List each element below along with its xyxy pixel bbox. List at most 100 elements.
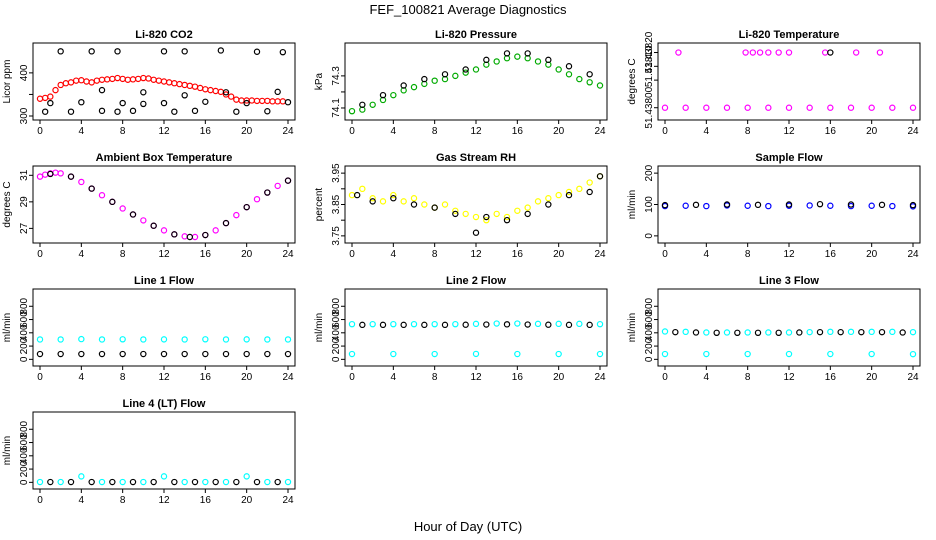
data-point xyxy=(410,201,418,208)
data-point xyxy=(909,328,917,336)
x-tick-label: 12 xyxy=(470,249,482,260)
data-point xyxy=(816,328,824,336)
x-tick-label: 0 xyxy=(662,249,668,260)
data-point xyxy=(889,328,896,336)
series-1 xyxy=(47,478,281,486)
data-point xyxy=(847,201,855,208)
data-point xyxy=(483,321,490,328)
data-point xyxy=(703,104,710,111)
data-point xyxy=(524,50,531,57)
data-point xyxy=(909,201,917,209)
data-point xyxy=(57,478,64,486)
x-tick-label: 16 xyxy=(200,372,212,383)
panel-title: Line 3 Flow xyxy=(759,275,819,287)
data-point xyxy=(369,101,376,108)
data-point xyxy=(72,77,80,84)
data-point xyxy=(57,170,64,177)
data-point xyxy=(129,211,137,218)
data-point xyxy=(452,320,459,328)
data-point xyxy=(93,77,101,84)
x-tick-label: 20 xyxy=(553,249,565,260)
x-tick-label: 4 xyxy=(391,126,397,137)
y-tick-label: 3.85 xyxy=(331,194,342,214)
data-point xyxy=(279,48,287,56)
data-point xyxy=(827,350,834,358)
x-tick-label: 16 xyxy=(512,372,524,383)
data-point xyxy=(390,191,397,199)
data-point xyxy=(233,211,240,219)
data-point xyxy=(359,185,366,193)
data-point xyxy=(441,201,449,208)
data-point xyxy=(534,320,542,328)
panel-title: Li-820 Temperature xyxy=(739,29,840,41)
data-point xyxy=(191,233,199,241)
data-point xyxy=(78,77,85,84)
x-tick-label: 24 xyxy=(594,126,606,137)
data-point xyxy=(196,84,204,92)
x-tick-label: 12 xyxy=(783,372,795,383)
data-point xyxy=(274,88,281,96)
data-point xyxy=(88,478,95,486)
data-point xyxy=(514,320,521,327)
data-point xyxy=(160,99,168,107)
data-point xyxy=(682,328,689,336)
data-point xyxy=(41,108,49,115)
x-tick-label: 4 xyxy=(79,495,85,506)
y-tick-label: 74.3 xyxy=(331,66,342,86)
data-point xyxy=(868,328,875,336)
x-tick-label: 12 xyxy=(470,372,482,383)
y-axis-label: ml/min xyxy=(627,313,638,342)
data-point xyxy=(379,321,387,329)
data-point xyxy=(160,48,168,55)
data-point xyxy=(534,58,542,65)
series-0 xyxy=(661,49,917,111)
series-1 xyxy=(827,49,834,56)
data-point xyxy=(868,202,875,209)
data-point xyxy=(876,49,884,56)
x-tick-label: 8 xyxy=(120,372,126,383)
data-point xyxy=(452,72,459,80)
y-axis-label: kPa xyxy=(314,72,325,90)
x-tick-label: 4 xyxy=(704,372,710,383)
data-point xyxy=(827,202,834,209)
data-point xyxy=(227,93,235,100)
data-point xyxy=(692,329,700,336)
data-point xyxy=(52,169,59,176)
data-point xyxy=(264,97,271,105)
data-point xyxy=(258,97,266,105)
x-tick-label: 20 xyxy=(241,249,253,260)
data-point xyxy=(67,478,75,486)
series-0 xyxy=(661,202,917,210)
data-point xyxy=(390,350,397,358)
data-point xyxy=(264,189,271,196)
series-0 xyxy=(348,53,604,115)
y-tick-label: 29 xyxy=(19,196,30,208)
data-point xyxy=(431,350,438,358)
data-point xyxy=(472,350,480,358)
series-0 xyxy=(348,320,604,358)
data-point xyxy=(868,104,875,111)
figure-title: FEF_100821 Average Diagnostics xyxy=(369,2,567,17)
data-point xyxy=(36,478,44,486)
series-1 xyxy=(36,350,292,358)
data-point xyxy=(348,320,356,328)
series-1 xyxy=(359,50,593,108)
data-point xyxy=(274,182,281,190)
data-point xyxy=(675,49,682,56)
data-point xyxy=(243,203,250,211)
data-point xyxy=(661,201,669,209)
data-point xyxy=(586,188,593,196)
data-point xyxy=(212,227,219,234)
y-tick-label: 400 xyxy=(19,447,30,464)
data-point xyxy=(119,336,126,343)
y-tick-label: 0 xyxy=(644,233,655,239)
data-point xyxy=(441,71,449,78)
panel-title: Line 4 (LT) Flow xyxy=(123,398,206,410)
data-point xyxy=(878,201,886,209)
data-point xyxy=(503,321,511,328)
data-point xyxy=(181,81,188,89)
data-point xyxy=(140,217,147,224)
panel-title: Gas Stream RH xyxy=(436,152,516,164)
data-point xyxy=(493,210,500,218)
data-point xyxy=(191,83,199,90)
